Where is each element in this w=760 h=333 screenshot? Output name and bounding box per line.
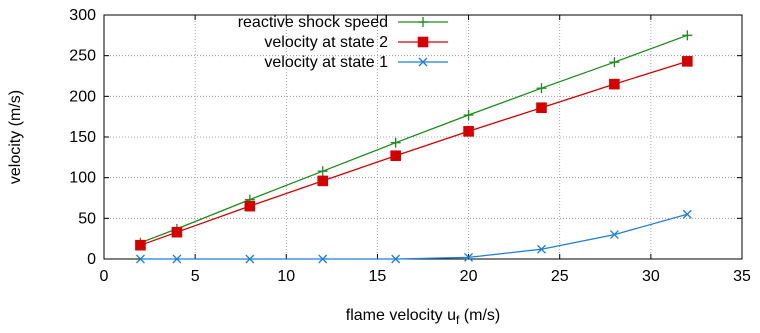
x-tick-label: 35	[733, 268, 751, 285]
data-point	[537, 244, 546, 254]
x-tick-label: 0	[100, 268, 109, 285]
data-point	[135, 254, 145, 264]
data-point	[609, 78, 620, 90]
x-tick-label: 15	[369, 268, 387, 285]
data-point	[391, 254, 401, 264]
data-point	[317, 175, 329, 187]
data-point	[171, 226, 183, 238]
data-point	[317, 166, 328, 177]
legend: reactive shock speed velocity at state 2 v…	[238, 14, 448, 71]
series-line	[140, 213, 688, 260]
series-velocity-at-state-1	[135, 209, 692, 264]
data-point	[609, 57, 620, 68]
y-tick-label: 300	[69, 7, 96, 24]
data-point	[244, 200, 256, 212]
y-tick-label: 250	[69, 48, 96, 65]
x-axis-title-unit: (m/s)	[459, 307, 500, 324]
x-tick-label: 25	[551, 268, 569, 285]
data-point	[682, 30, 693, 41]
data-point	[464, 252, 474, 262]
data-point	[172, 254, 182, 264]
x-tick-label: 5	[191, 268, 200, 285]
legend-entry-velocity-at-state-2: velocity at state 2	[264, 34, 448, 51]
legend-marker	[417, 36, 429, 48]
data-point	[135, 239, 146, 251]
data-point	[245, 254, 255, 264]
x-axis-title-subscript: f	[456, 313, 460, 327]
legend-marker	[418, 57, 428, 67]
y-tick-label: 100	[69, 170, 96, 187]
x-tick-label: 10	[277, 268, 295, 285]
x-axis-title-main: flame velocity u	[346, 307, 456, 324]
legend-entry-reactive-shock-speed: reactive shock speed	[238, 14, 448, 31]
x-tick-label: 30	[642, 268, 660, 285]
series-velocity-at-state-2	[135, 56, 693, 251]
data-point	[536, 83, 547, 94]
data-point	[390, 150, 401, 162]
data-point	[463, 126, 474, 137]
data-point	[318, 254, 328, 264]
legend-entry-velocity-at-state-1: velocity at state 1	[264, 54, 448, 71]
axis-ticks: 0 5 10 15 20 25 30 35 0 50 100 150 200 250 300	[69, 7, 751, 285]
data-point	[609, 230, 619, 240]
legend-label: velocity at state 1	[264, 54, 388, 71]
data-point	[682, 209, 692, 219]
data-point	[463, 110, 474, 121]
data-point	[390, 137, 401, 148]
legend-label: velocity at state 2	[264, 34, 388, 51]
series-line	[140, 60, 688, 246]
series-layer	[135, 30, 693, 264]
y-tick-label: 150	[69, 129, 96, 146]
y-tick-label: 200	[69, 88, 96, 105]
legend-marker	[418, 17, 428, 27]
x-axis-title: flame velocity uf (m/s)	[346, 307, 500, 327]
series-line	[140, 34, 688, 244]
y-tick-label: 0	[87, 251, 96, 268]
y-tick-label: 50	[78, 210, 96, 227]
y-axis-title: velocity (m/s)	[7, 90, 24, 184]
x-tick-label: 20	[460, 268, 478, 285]
legend-label: reactive shock speed	[238, 14, 388, 31]
series-reactive-shock-speed	[135, 30, 693, 248]
data-point	[682, 56, 693, 67]
data-point	[536, 102, 547, 114]
grid-lines	[104, 15, 742, 259]
